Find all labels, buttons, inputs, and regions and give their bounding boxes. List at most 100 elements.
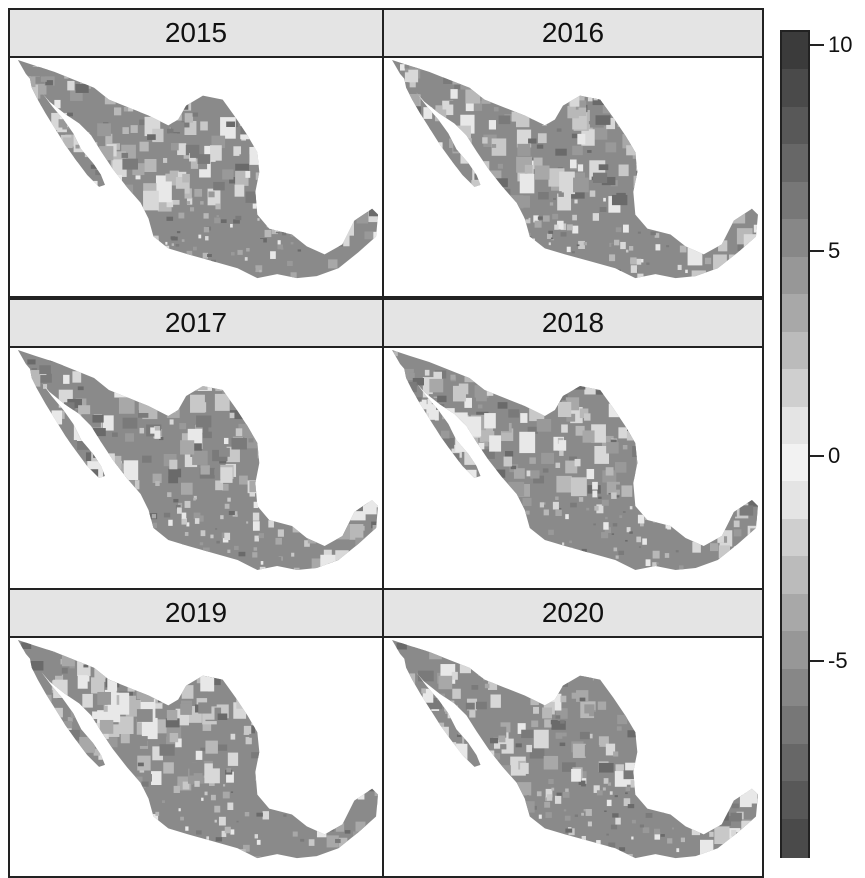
municipality-cell [280, 663, 289, 669]
municipality-cell [603, 522, 609, 530]
municipality-cell [112, 830, 118, 836]
municipality-cell [698, 181, 712, 189]
municipality-cell [74, 198, 81, 203]
municipality-cell [602, 420, 619, 434]
municipality-cell [268, 425, 280, 441]
municipality-cell [255, 172, 263, 180]
municipality-cell [644, 510, 652, 519]
municipality-cell [312, 200, 317, 204]
municipality-cell [450, 820, 466, 832]
municipality-cell [690, 60, 703, 76]
municipality-cell [611, 533, 615, 535]
municipality-cell [316, 824, 327, 838]
municipality-cell [160, 640, 167, 648]
municipality-cell [676, 848, 680, 853]
municipality-cell [471, 180, 485, 195]
colorbar-tick [810, 44, 824, 46]
municipality-cell [474, 351, 482, 357]
municipality-cell [553, 197, 556, 200]
municipality-cell [165, 718, 180, 728]
municipality-cell [266, 222, 271, 228]
municipality-cell [735, 129, 748, 137]
municipality-cell [702, 65, 708, 71]
municipality-cell [163, 540, 169, 547]
municipality-cell [413, 414, 426, 430]
municipality-cell [21, 247, 34, 258]
municipality-cell [93, 454, 99, 458]
municipality-cell [703, 70, 717, 89]
municipality-cell [68, 82, 82, 94]
municipality-cell [565, 828, 573, 833]
municipality-cell [515, 810, 522, 816]
municipality-cell [337, 67, 351, 82]
municipality-cell [355, 761, 365, 770]
municipality-cell [241, 112, 254, 127]
municipality-cell [618, 164, 629, 177]
municipality-cell [545, 812, 552, 818]
municipality-cell [195, 260, 200, 266]
municipality-cell [269, 387, 283, 403]
municipality-cell [214, 270, 220, 278]
municipality-cell [516, 682, 525, 692]
municipality-cell [556, 128, 562, 132]
municipality-cell [609, 791, 613, 795]
municipality-cell [530, 377, 545, 391]
municipality-cell [429, 125, 435, 131]
municipality-cell [204, 108, 210, 113]
municipality-cell [151, 522, 158, 529]
municipality-cell [215, 837, 223, 842]
municipality-cell [244, 257, 248, 261]
municipality-cell [267, 431, 274, 438]
municipality-cell [17, 402, 31, 417]
municipality-cell [569, 159, 577, 169]
municipality-cell [329, 464, 340, 475]
municipality-cell [716, 816, 731, 826]
municipality-cell [657, 513, 663, 518]
municipality-cell [402, 263, 411, 272]
municipality-cell [166, 92, 175, 104]
municipality-cell [312, 200, 328, 213]
municipality-cell [121, 370, 133, 379]
municipality-cell [138, 851, 154, 859]
municipality-cell [489, 277, 504, 279]
municipality-cell [494, 178, 508, 188]
municipality-cell [483, 60, 499, 79]
municipality-cell [557, 220, 564, 230]
municipality-cell [24, 742, 36, 755]
municipality-cell [678, 448, 688, 461]
municipality-cell [146, 827, 159, 835]
municipality-cell [530, 695, 539, 706]
municipality-cell [717, 369, 728, 382]
municipality-cell [152, 390, 161, 402]
municipality-cell [695, 92, 705, 105]
municipality-cell [423, 231, 434, 243]
municipality-cell [741, 424, 747, 429]
municipality-cell [598, 164, 609, 171]
municipality-cell [212, 645, 219, 653]
municipality-cell [44, 257, 61, 276]
municipality-cell [752, 163, 758, 182]
municipality-cell [178, 563, 181, 565]
municipality-cell [180, 665, 187, 671]
municipality-cell [116, 75, 129, 83]
municipality-cell [478, 670, 484, 676]
municipality-cell [245, 85, 258, 97]
municipality-cell [79, 736, 95, 753]
municipality-cell [168, 569, 172, 570]
municipality-cell [641, 418, 652, 430]
municipality-cell [236, 820, 239, 823]
municipality-cell [725, 97, 733, 103]
municipality-cell [56, 163, 71, 175]
municipality-cell [493, 107, 499, 112]
municipality-cell [527, 89, 544, 108]
municipality-cell [658, 149, 673, 161]
municipality-cell [260, 561, 264, 565]
municipality-cell [336, 431, 346, 438]
municipality-cell [140, 850, 151, 859]
municipality-cell [460, 149, 472, 164]
municipality-cell [248, 438, 254, 443]
municipality-cell [361, 153, 376, 167]
municipality-cell [345, 740, 357, 750]
municipality-cell [451, 523, 458, 532]
municipality-cell [562, 732, 567, 737]
